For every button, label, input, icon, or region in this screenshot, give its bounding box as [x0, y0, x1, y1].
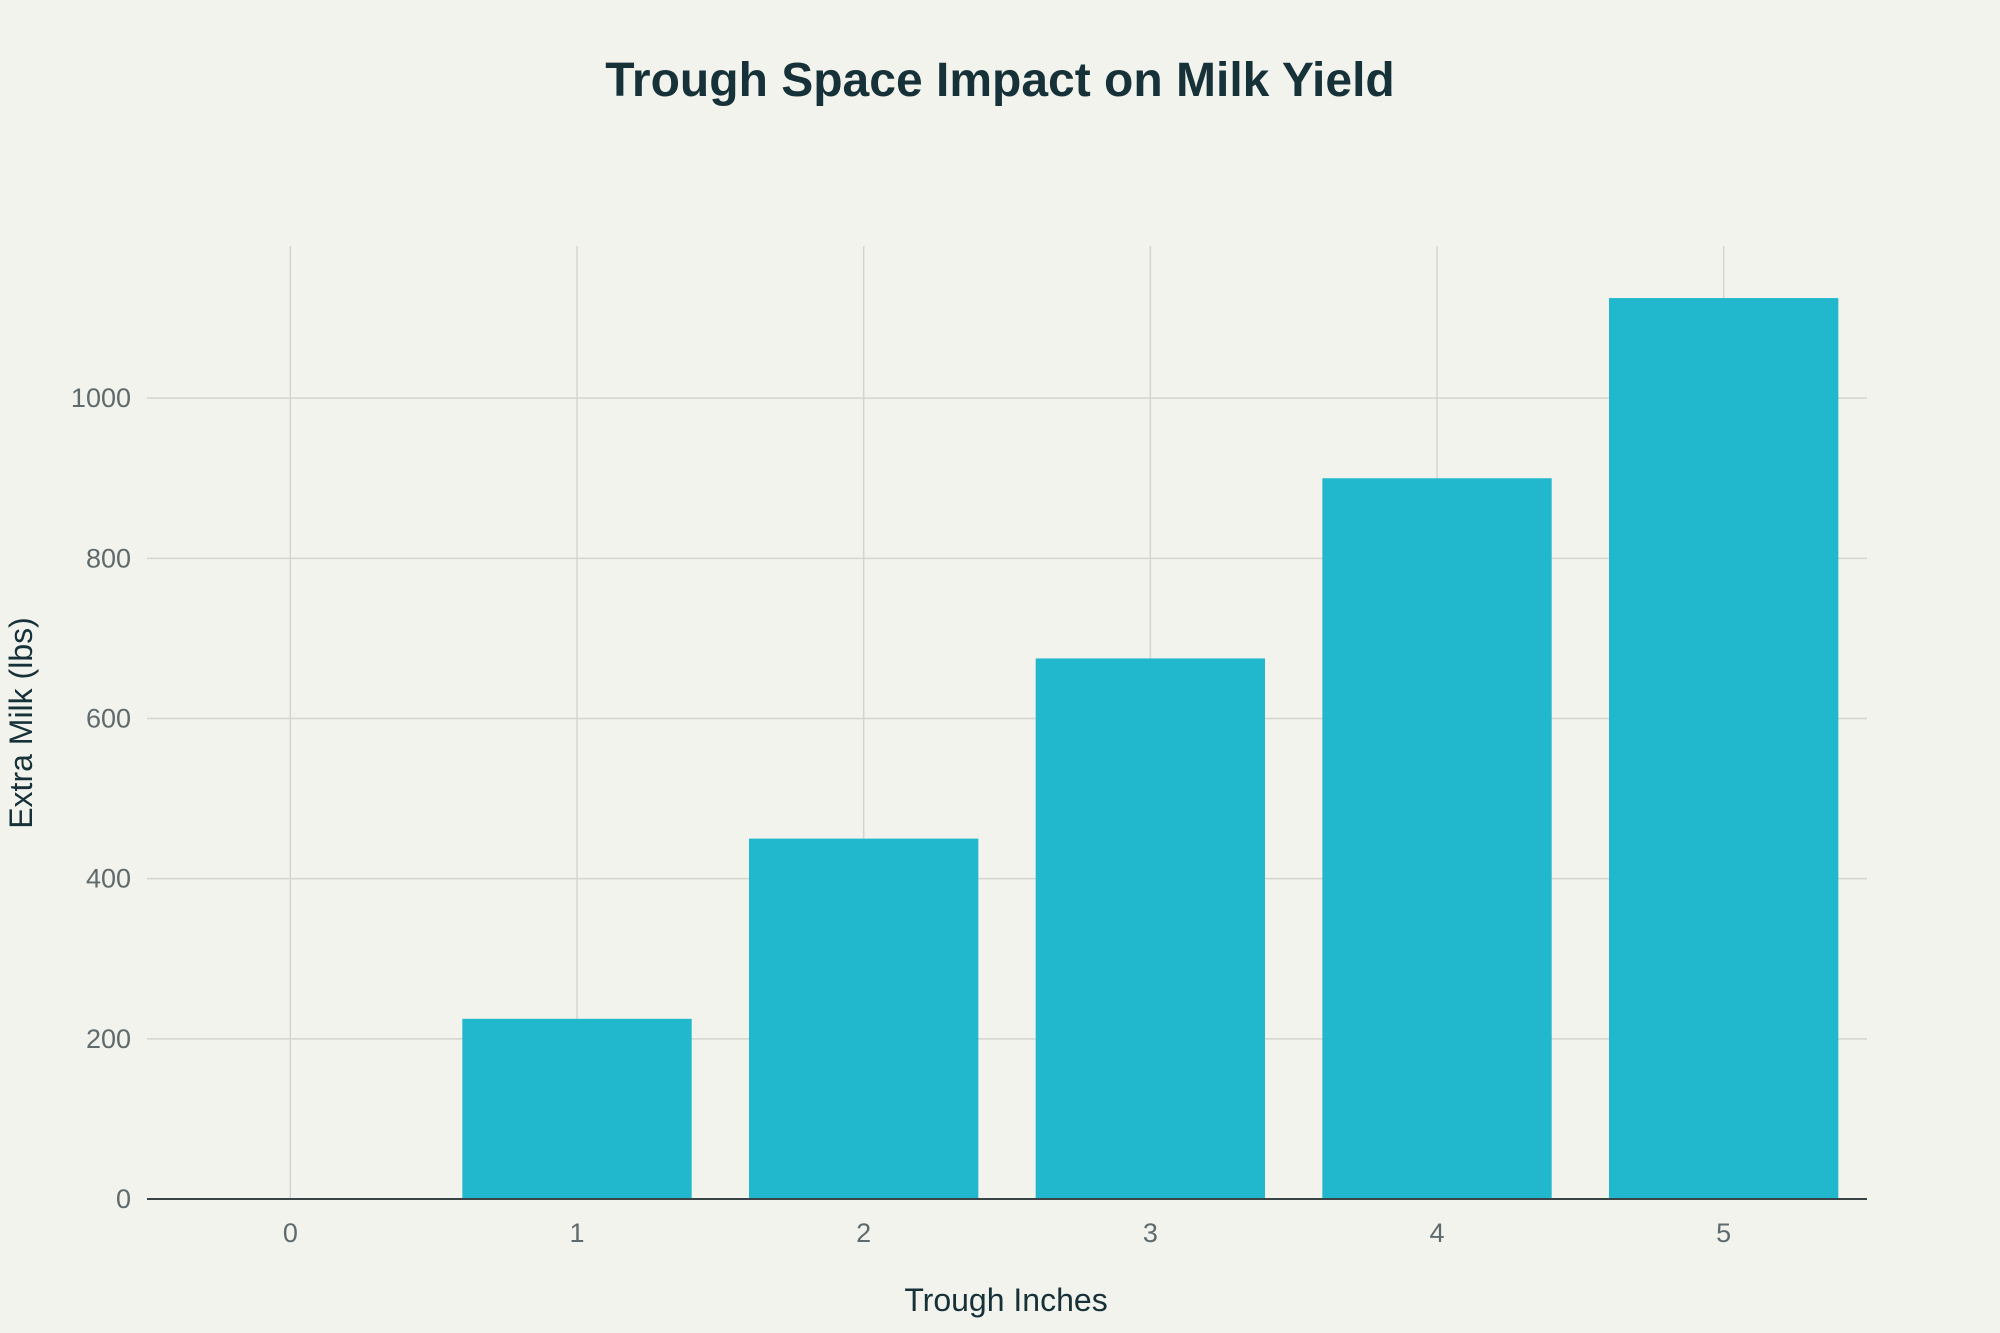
bar-1	[462, 1018, 692, 1199]
bar-5	[1609, 298, 1839, 1199]
y-tick-label: 600	[86, 703, 131, 733]
bar-2	[749, 838, 979, 1199]
bar-4	[1322, 478, 1552, 1200]
x-tick-label: 2	[856, 1218, 871, 1248]
x-tick-label: 3	[1143, 1218, 1158, 1248]
x-tick-label: 4	[1429, 1218, 1444, 1248]
y-tick-label: 400	[86, 864, 131, 894]
x-tick-label: 1	[569, 1218, 584, 1248]
y-axis-title: Extra Milk (lbs)	[3, 617, 39, 829]
axes: 0 200 400 600 800 1000 0 1 2 3 4 5	[71, 383, 1867, 1248]
x-axis-title: Trough Inches	[904, 1282, 1107, 1318]
y-tick-label: 200	[86, 1024, 131, 1054]
y-tick-label: 800	[86, 543, 131, 573]
bars	[462, 298, 1839, 1200]
bar-3	[1035, 658, 1265, 1199]
chart-title: Trough Space Impact on Milk Yield	[605, 54, 1395, 107]
y-tick-label: 1000	[71, 383, 131, 413]
x-tick-label: 5	[1716, 1218, 1731, 1248]
gridlines	[147, 246, 1867, 1199]
x-tick-label: 0	[283, 1218, 298, 1248]
y-tick-label: 0	[116, 1184, 131, 1214]
